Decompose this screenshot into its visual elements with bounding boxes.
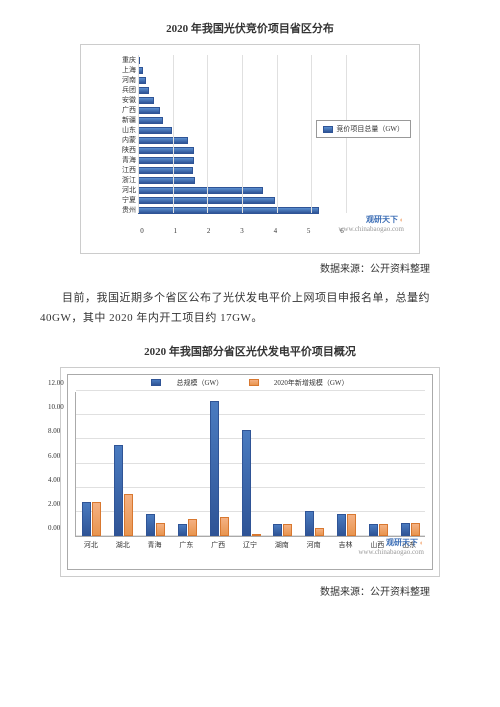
vbar-new xyxy=(124,494,133,536)
x-tick-label: 广西 xyxy=(206,540,230,550)
y-tick-label: 2.00 xyxy=(48,500,60,508)
x-tick-label: 湖南 xyxy=(270,540,294,550)
vbar-new xyxy=(411,523,420,536)
y-tick-label: 6.00 xyxy=(48,452,60,460)
vbar-group xyxy=(398,523,422,536)
chart2-watermark: 观研天下 ◐ www.chinabaogao.com xyxy=(358,537,424,556)
chart1-watermark: 观研天下 ◐ www.chinabaogao.com xyxy=(338,214,404,233)
vbar-group xyxy=(207,401,231,536)
vbar-total xyxy=(242,430,251,536)
x-tick-label: 吉林 xyxy=(333,540,357,550)
vbar-group xyxy=(80,502,104,536)
vbar-new xyxy=(188,519,197,536)
legend-swatch xyxy=(323,126,333,133)
hbar-label: 上海 xyxy=(116,65,138,75)
hbar-label: 浙江 xyxy=(116,175,138,185)
legend-label-total: 总规模（GW） xyxy=(176,378,223,388)
hbar-label: 河北 xyxy=(116,185,138,195)
y-tick-label: 8.00 xyxy=(48,427,60,435)
vbar-group xyxy=(175,519,199,536)
hbar-label: 陕西 xyxy=(116,145,138,155)
hbar-label: 江西 xyxy=(116,165,138,175)
vbar-total xyxy=(114,445,123,536)
vbar-total xyxy=(369,524,378,536)
vbar-total xyxy=(82,502,91,536)
hbar-label: 贵州 xyxy=(116,205,138,215)
vbar-new xyxy=(156,523,165,537)
hbar-label: 宁夏 xyxy=(116,195,138,205)
vbar-new xyxy=(220,517,229,536)
legend-swatch-new xyxy=(249,379,259,386)
hbar-label: 内蒙 xyxy=(116,135,138,145)
x-tick-label: 广东 xyxy=(174,540,198,550)
vbar-total xyxy=(273,524,282,536)
vbar-new xyxy=(379,524,388,536)
y-tick-label: 4.00 xyxy=(48,476,60,484)
vbar-total xyxy=(178,524,187,536)
vbar-group xyxy=(366,524,390,536)
hbar-label: 新疆 xyxy=(116,115,138,125)
vbar-group xyxy=(271,524,295,536)
chart1-container: 重庆上海河南兵团安徽广西新疆山东内蒙陕西青海江西浙江河北宁夏贵州 0123456… xyxy=(80,44,420,254)
vbar-total xyxy=(305,511,314,536)
x-tick-label: 辽宁 xyxy=(238,540,262,550)
vbar-group xyxy=(334,514,358,536)
vbar-new xyxy=(283,524,292,536)
hbar-label: 青海 xyxy=(116,155,138,165)
chart1-legend: 竞价项目总量（GW） xyxy=(316,120,411,138)
vbar-total xyxy=(337,514,346,536)
y-tick-label: 0.00 xyxy=(48,524,60,532)
chart1-plot: 重庆上海河南兵团安徽广西新疆山东内蒙陕西青海江西浙江河北宁夏贵州 0123456 xyxy=(116,55,346,225)
hbar-label: 重庆 xyxy=(116,55,138,65)
hbar-label: 河南 xyxy=(116,75,138,85)
vbar-group xyxy=(144,514,168,536)
hbar-label: 兵团 xyxy=(116,85,138,95)
vbar-group xyxy=(239,430,263,536)
y-tick-label: 10.00 xyxy=(48,403,64,411)
body-paragraph: 目前，我国近期多个省区公布了光伏发电平价上网项目申报名单，总量约 40GW，其中… xyxy=(40,289,460,329)
chart2-container: 总规模（GW） 2020年新增规模（GW） 0.002.004.006.008.… xyxy=(60,367,440,577)
chart1-source: 数据来源：公开资料整理 xyxy=(40,260,430,275)
vbar-total xyxy=(210,401,219,536)
chart2-plot: 0.002.004.006.008.0010.0012.00 xyxy=(75,392,425,537)
chart1-title: 2020 年我国光伏竞价项目省区分布 xyxy=(40,20,460,36)
legend-label-new: 2020年新增规模（GW） xyxy=(274,378,349,388)
x-tick-label: 湖北 xyxy=(111,540,135,550)
vbar-total xyxy=(401,523,410,536)
vbar-group xyxy=(112,445,136,536)
vbar-total xyxy=(146,514,155,536)
hbar-label: 安徽 xyxy=(116,95,138,105)
legend-label: 竞价项目总量（GW） xyxy=(336,124,404,134)
vbar-new xyxy=(315,528,324,536)
legend-swatch-total xyxy=(151,379,161,386)
chart2-source: 数据来源：公开资料整理 xyxy=(40,583,430,598)
chart2-title: 2020 年我国部分省区光伏发电平价项目概况 xyxy=(40,343,460,359)
vbar-group xyxy=(303,511,327,536)
x-tick-label: 河南 xyxy=(302,540,326,550)
vbar-new xyxy=(252,534,261,536)
x-tick-label: 青海 xyxy=(143,540,167,550)
hbar-label: 山东 xyxy=(116,125,138,135)
vbar-new xyxy=(92,502,101,536)
chart2-legend: 总规模（GW） 2020年新增规模（GW） xyxy=(71,378,429,389)
vbar-new xyxy=(347,514,356,536)
y-tick-label: 12.00 xyxy=(48,379,64,387)
hbar-label: 广西 xyxy=(116,105,138,115)
x-tick-label: 河北 xyxy=(79,540,103,550)
